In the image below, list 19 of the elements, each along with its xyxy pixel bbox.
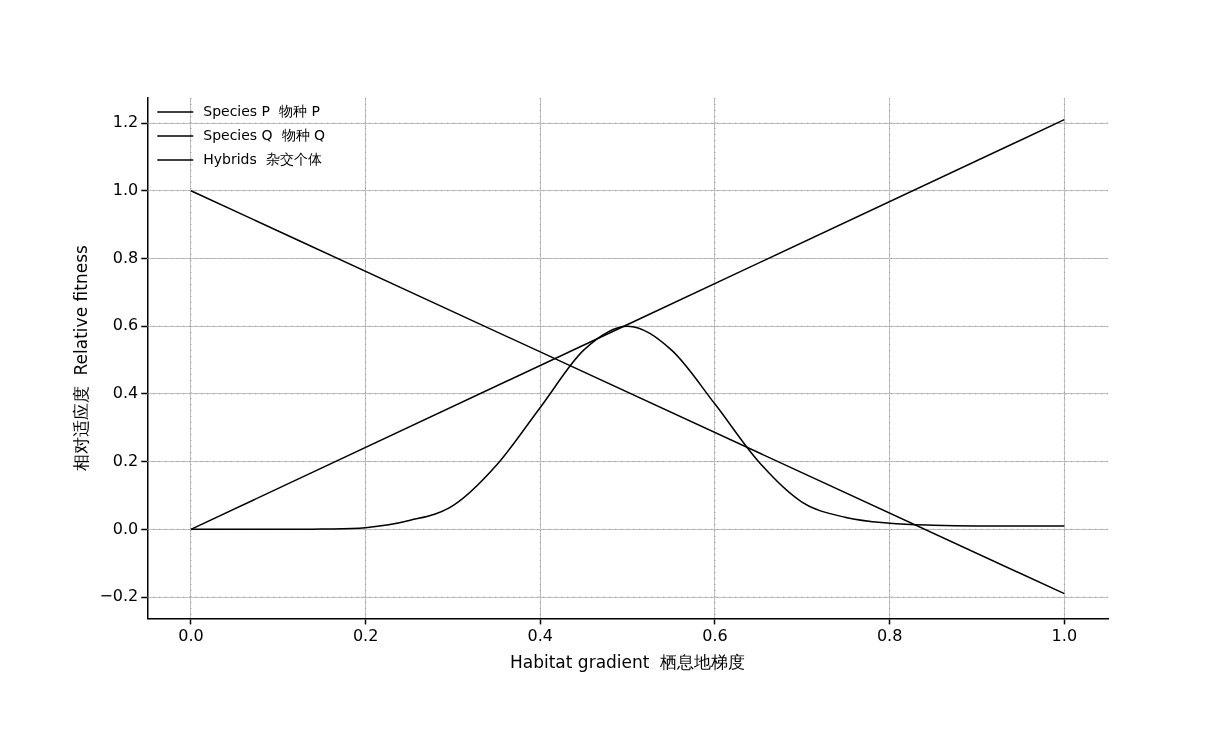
y-tick-label: 1.2 (112, 112, 139, 132)
x-tick-label: 0.6 (702, 626, 728, 646)
x-tick-label: 0.8 (876, 626, 903, 646)
y-tick-label: 0.0 (112, 518, 139, 538)
y-axis-title: 相对适应度 Relative fitness (70, 245, 91, 472)
legend-label: Species Q 物种 Q (203, 126, 325, 143)
x-tick-label: 0.0 (178, 626, 204, 646)
x-tick-label: 0.2 (352, 626, 379, 646)
y-tick-label: −0.2 (99, 586, 139, 606)
y-tick-label: 0.6 (112, 315, 139, 335)
x-tick-label: 1.0 (1051, 626, 1078, 646)
y-tick-label: 0.8 (112, 247, 139, 267)
legend-label: Hybrids 杂交个体 (203, 150, 322, 167)
y-tick-label: 0.2 (112, 450, 139, 470)
x-tick-label: 0.4 (527, 626, 554, 646)
y-tick-label: 1.0 (112, 179, 139, 199)
y-tick-label: 0.4 (112, 383, 139, 403)
legend-label: Species P 物种 P (203, 102, 320, 119)
x-axis-title: Habitat gradient 栖息地梯度 (509, 652, 746, 673)
